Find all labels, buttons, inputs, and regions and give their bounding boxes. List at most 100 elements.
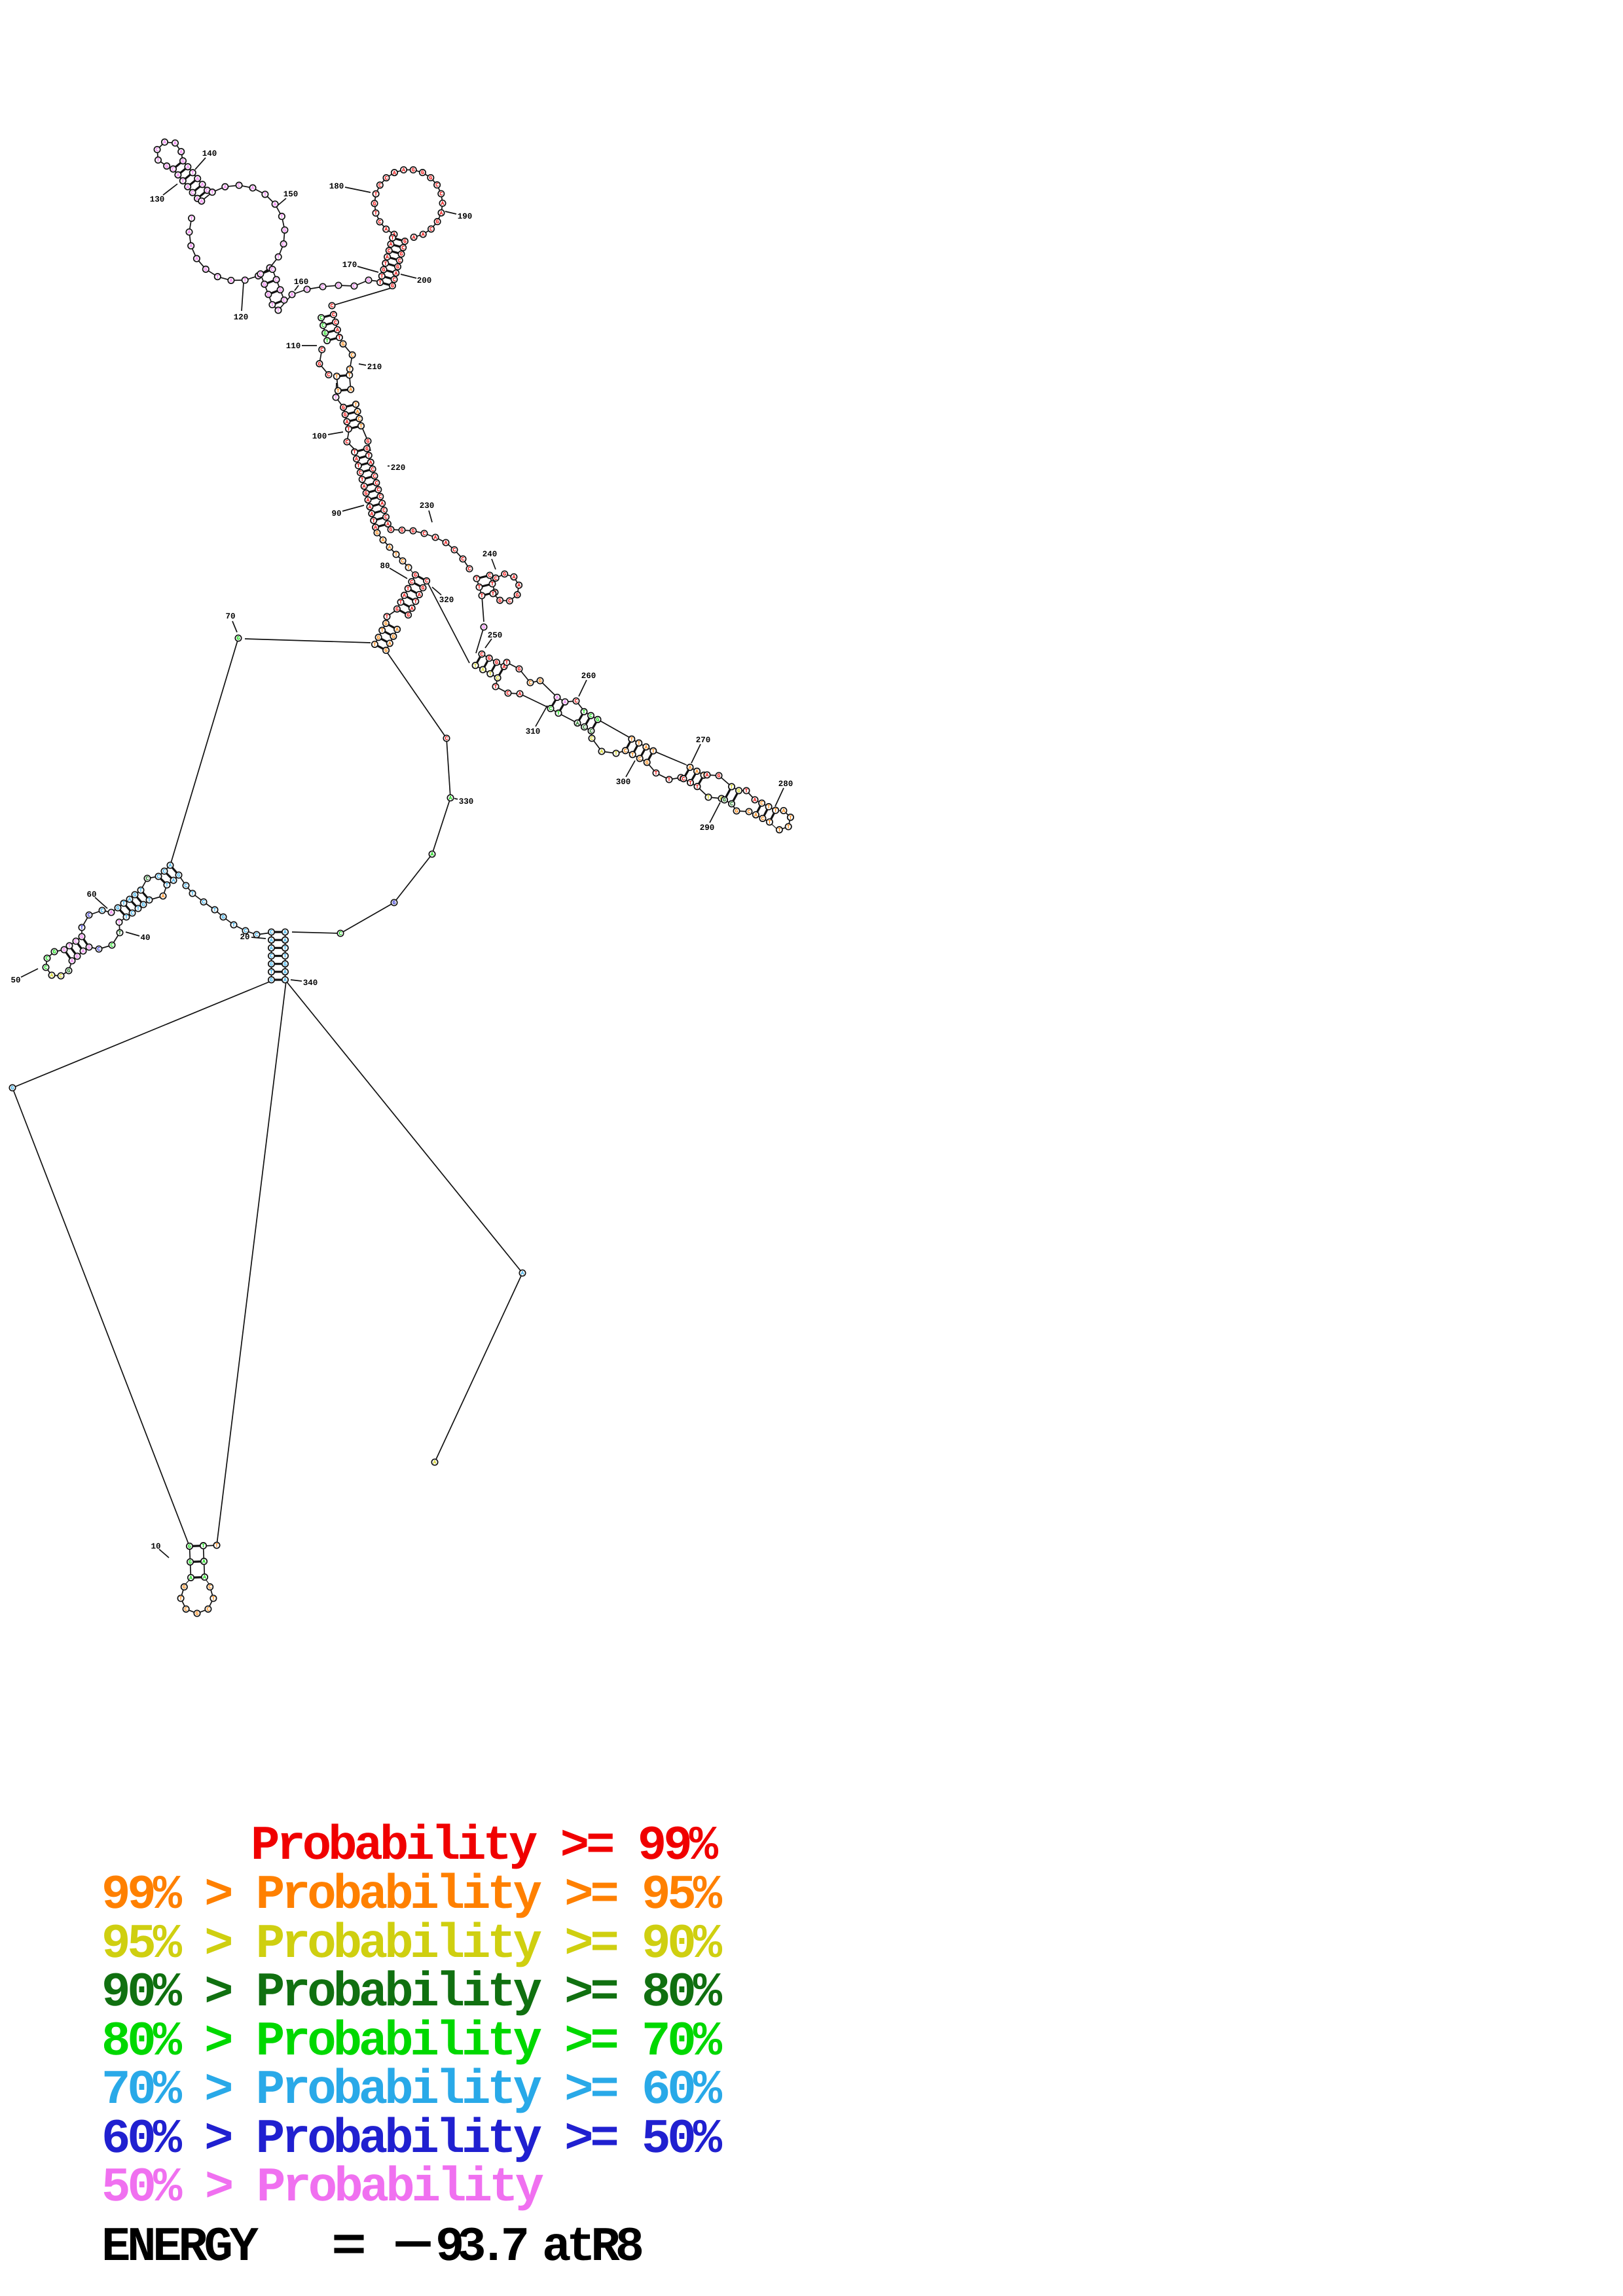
- svg-text:T: T: [353, 450, 356, 456]
- svg-text:T: T: [191, 891, 194, 897]
- svg-text:160: 160: [294, 278, 309, 287]
- svg-text:C: C: [638, 756, 642, 762]
- svg-text:G: G: [737, 789, 740, 795]
- svg-text:T: T: [166, 883, 169, 889]
- svg-text:G: G: [318, 361, 321, 367]
- svg-text:C: C: [730, 802, 733, 808]
- svg-text:C: C: [331, 304, 334, 310]
- svg-text:T: T: [202, 1543, 205, 1549]
- svg-text:C: C: [435, 183, 439, 188]
- svg-text:A: A: [402, 168, 405, 173]
- svg-text:A: A: [163, 140, 166, 146]
- svg-text:310: 310: [526, 727, 541, 736]
- svg-text:C: C: [401, 245, 405, 251]
- svg-text:G: G: [270, 961, 273, 967]
- svg-text:T: T: [778, 827, 781, 833]
- svg-text:C: C: [359, 471, 362, 476]
- svg-text:C: C: [445, 736, 448, 742]
- svg-text:T: T: [325, 338, 329, 344]
- svg-text:A: A: [270, 938, 273, 944]
- svg-text:170: 170: [342, 260, 357, 270]
- svg-text:atR8: atR8: [542, 2220, 644, 2275]
- svg-text:G: G: [376, 531, 379, 537]
- svg-text:50: 50: [10, 976, 20, 985]
- svg-text:99% > Probability >= 95%: 99% > Probability >= 95%: [101, 1868, 723, 1923]
- svg-text:G: G: [283, 228, 286, 234]
- svg-text:T: T: [374, 192, 378, 198]
- svg-text:C: C: [185, 884, 188, 889]
- svg-text:T: T: [270, 969, 273, 975]
- svg-text:C: C: [111, 943, 114, 949]
- svg-text:G: G: [222, 915, 225, 921]
- svg-text:C: C: [45, 965, 48, 971]
- svg-text:T: T: [407, 565, 410, 571]
- svg-text:G: G: [421, 170, 424, 176]
- svg-text:C: C: [101, 908, 104, 914]
- svg-text:C: C: [270, 930, 273, 936]
- svg-text:C: C: [378, 494, 382, 500]
- svg-text:T: T: [374, 211, 378, 217]
- svg-text:G: G: [483, 625, 486, 631]
- svg-text:T: T: [338, 335, 341, 341]
- svg-text:G: G: [396, 264, 399, 270]
- svg-text:C: C: [439, 192, 443, 198]
- svg-text:C: C: [388, 248, 391, 254]
- svg-text:80: 80: [380, 562, 390, 571]
- svg-text:C: C: [494, 576, 498, 582]
- svg-text:G: G: [342, 342, 345, 348]
- svg-text:A: A: [223, 185, 227, 190]
- svg-text:T: T: [631, 752, 634, 758]
- svg-text:C: C: [508, 599, 511, 605]
- svg-text:T: T: [630, 737, 633, 743]
- svg-text:A: A: [196, 196, 199, 202]
- svg-text:G: G: [183, 1585, 186, 1590]
- svg-text:A: A: [600, 749, 604, 755]
- svg-text:T: T: [181, 179, 185, 185]
- svg-text:290: 290: [700, 823, 715, 833]
- svg-text:T: T: [357, 463, 360, 469]
- svg-text:G: G: [391, 283, 394, 289]
- svg-text:10: 10: [151, 1542, 160, 1551]
- svg-text:A: A: [556, 695, 559, 701]
- svg-text:T: T: [637, 741, 640, 747]
- svg-text:T: T: [215, 1543, 219, 1549]
- svg-text:T: T: [213, 908, 217, 914]
- svg-text:G: G: [390, 528, 393, 533]
- svg-text:190: 190: [458, 212, 473, 221]
- svg-text:T: T: [354, 402, 357, 408]
- svg-text:40: 40: [140, 933, 150, 942]
- svg-text:C: C: [259, 272, 262, 278]
- svg-text:G: G: [344, 412, 347, 418]
- svg-text:T: T: [139, 888, 143, 894]
- svg-text:ENERGY: ENERGY: [101, 2220, 259, 2275]
- svg-text:C: C: [393, 278, 396, 283]
- svg-text:T: T: [386, 615, 389, 620]
- svg-text:A: A: [431, 852, 434, 858]
- svg-text:G: G: [367, 439, 370, 445]
- svg-text:T: T: [655, 771, 658, 777]
- svg-text:T: T: [378, 280, 382, 286]
- svg-text:G: G: [395, 607, 399, 613]
- svg-text:A: A: [403, 593, 406, 599]
- svg-text:G: G: [263, 282, 266, 288]
- svg-text:T: T: [407, 586, 410, 592]
- svg-text:T: T: [118, 920, 121, 926]
- svg-text:C: C: [327, 372, 331, 378]
- svg-text:T: T: [283, 946, 287, 952]
- svg-text:C: C: [346, 440, 349, 446]
- svg-text:A: A: [196, 176, 199, 182]
- svg-text:T: T: [494, 685, 498, 691]
- svg-text:G: G: [403, 239, 407, 245]
- svg-text:C: C: [761, 816, 764, 822]
- svg-text:T: T: [745, 789, 748, 795]
- svg-text:G: G: [412, 529, 415, 535]
- svg-text:C: C: [589, 713, 593, 719]
- svg-text:G: G: [488, 656, 491, 662]
- svg-text:C: C: [496, 675, 500, 681]
- svg-text:T: T: [156, 158, 160, 164]
- svg-text:T: T: [347, 427, 350, 433]
- svg-text:T: T: [244, 278, 247, 284]
- svg-text:280: 280: [778, 780, 793, 789]
- svg-text:60: 60: [86, 890, 96, 899]
- svg-text:A: A: [370, 511, 373, 517]
